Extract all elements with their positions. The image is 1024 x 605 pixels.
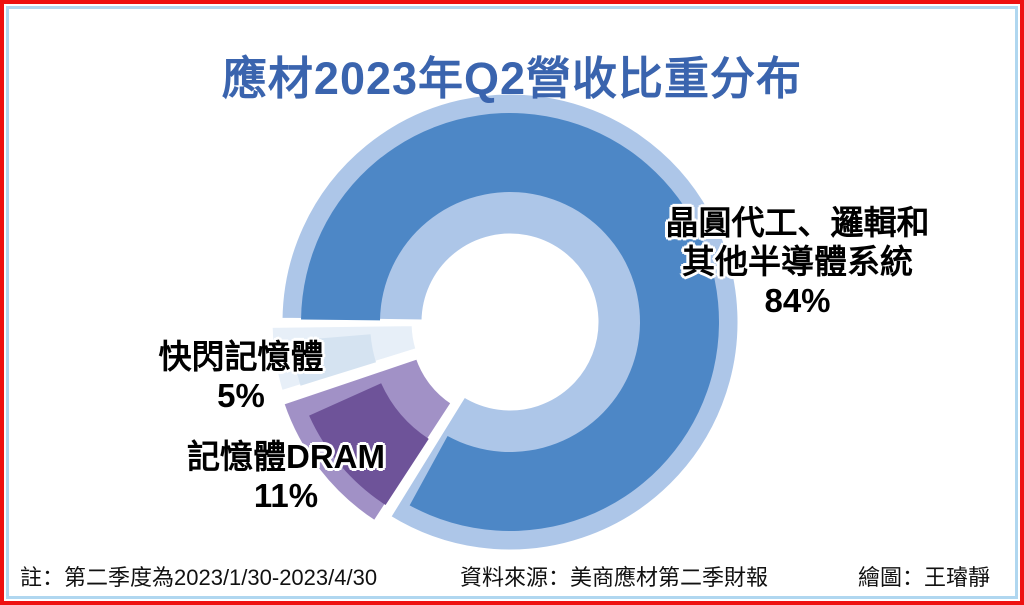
- pie-slice-2: [269, 323, 419, 394]
- pie-slice-0-body: [301, 113, 720, 532]
- footer: 註：第二季度為2023/1/30-2023/4/30 資料來源：美商應材第二季財…: [0, 560, 1024, 590]
- label-dram-line1: 記憶體DRAM: [187, 438, 385, 475]
- label-dram-pct: 11%: [253, 476, 319, 514]
- label-dram-memory: 記憶體DRAM 11%: [156, 438, 416, 516]
- label-flash-line1: 快閃記憶體: [158, 338, 324, 375]
- label-flash-pct: 5%: [217, 376, 265, 414]
- footer-note: 註：第二季度為2023/1/30-2023/4/30: [20, 565, 378, 590]
- page-title: 應材2023年Q2營收比重分布: [221, 53, 803, 105]
- label-foundry-pct: 84%: [764, 281, 831, 319]
- label-foundry-line1: 晶圓代工、邏輯和: [665, 204, 930, 241]
- label-foundry-line2: 其他半導體系統: [682, 242, 913, 280]
- footer-credit: 繪圖：王璿靜: [858, 565, 991, 590]
- label-flash-memory: 快閃記憶體 5%: [126, 338, 356, 416]
- pie-slice-2-body: [291, 334, 376, 386]
- pie-slice-1-body: [309, 383, 429, 506]
- footer-source: 資料來源：美商應材第二季財報: [460, 565, 769, 590]
- pie-slice-0: [279, 91, 741, 553]
- pie-slice-1: [280, 355, 455, 524]
- label-foundry-logic: 晶圓代工、邏輯和 其他半導體系統 84%: [640, 204, 955, 321]
